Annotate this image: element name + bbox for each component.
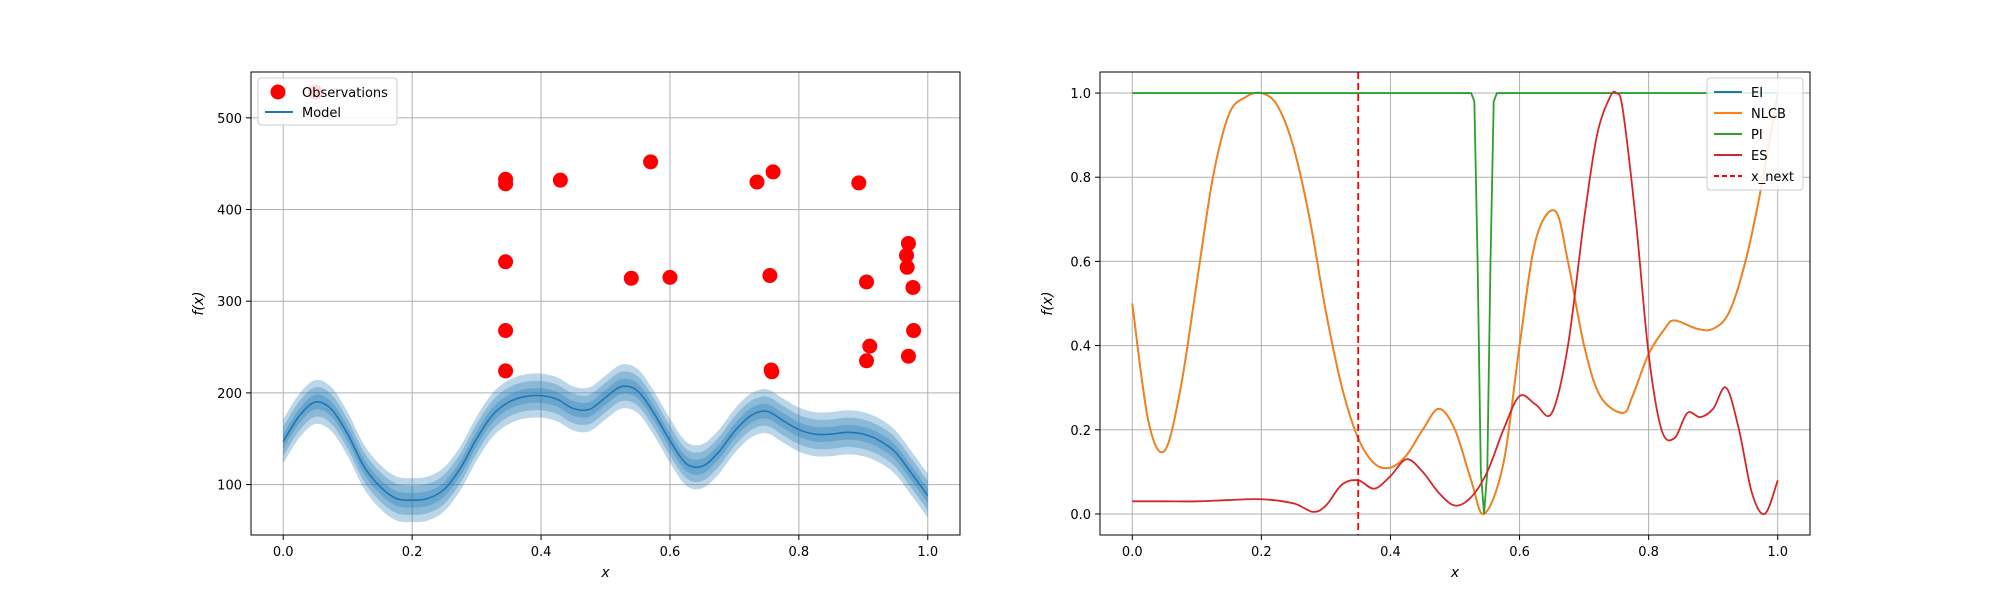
left-ytick-label-1: 200: [217, 387, 242, 402]
left-ytick-label-4: 500: [217, 112, 242, 127]
legend-ei-label: EI: [1751, 86, 1763, 101]
right-legend: EI NLCB PI ES x_next: [1706, 77, 1804, 191]
left-ytick-label-0: 100: [217, 479, 242, 494]
legend-pi-label: PI: [1751, 128, 1763, 143]
right-ytick-label-0: 0.0: [1070, 508, 1091, 523]
right-xtick-label-3: 0.6: [1509, 545, 1530, 560]
left-xlabel: x: [600, 565, 610, 581]
observation-point-16: [859, 274, 875, 290]
observation-point-5: [498, 363, 514, 379]
left-ytick-label-2: 300: [217, 295, 242, 310]
left-legend-box: [257, 77, 398, 126]
observation-point-9: [662, 269, 678, 285]
observations: [307, 84, 922, 380]
left-xtick-label-1: 0.2: [402, 545, 423, 560]
legend-model-label: Model: [302, 106, 341, 121]
right-xtick-label-0: 0.0: [1122, 545, 1143, 560]
legend-observations-marker: [270, 84, 286, 100]
right-ytick-label-5: 1.0: [1070, 87, 1091, 102]
right-ytick-label-4: 0.8: [1070, 171, 1091, 186]
series-pi-line: [1132, 92, 1778, 515]
left-ticks: 0.0 0.2 0.4 0.6 0.8 1.0 100 200 300 400 500: [217, 112, 938, 560]
observation-point-17: [859, 353, 875, 369]
right-ticks: 0.0 0.2 0.4 0.6 0.8 1.0 0.0 0.2 0.4 0.6 0.8 1.0: [1070, 87, 1788, 560]
observation-point-4: [498, 323, 514, 339]
observation-point-20: [899, 247, 915, 263]
observation-point-18: [862, 338, 878, 354]
right-xtick-label-5: 1.0: [1767, 545, 1788, 560]
observation-point-11: [762, 268, 778, 284]
left-plot-panel: 0.0 0.2 0.4 0.6 0.8 1.0 100 200 300 400 500 x f(x) Ob…: [191, 71, 961, 581]
right-legend-box: [1706, 77, 1804, 191]
series-ei-line: [1131, 91, 1779, 515]
right-plot-area: [1131, 72, 1779, 535]
observation-point-22: [905, 279, 921, 295]
legend-x-next-label: x_next: [1751, 170, 1794, 185]
left-plot-area: [282, 84, 929, 523]
observation-point-23: [906, 323, 922, 339]
left-ylabel: f(x): [191, 291, 207, 315]
right-frame: [1099, 71, 1811, 536]
observation-point-12: [765, 164, 781, 180]
observation-point-21: [899, 259, 915, 275]
left-legend: Observations Model: [257, 77, 398, 126]
left-xtick-label-0: 0.0: [273, 545, 294, 560]
left-frame: [250, 71, 961, 536]
right-xtick-label-1: 0.2: [1251, 545, 1272, 560]
left-xtick-label-4: 0.8: [789, 545, 810, 560]
right-xlabel: x: [1450, 565, 1460, 581]
right-ytick-label-3: 0.6: [1070, 255, 1091, 270]
left-xtick-label-2: 0.4: [531, 545, 552, 560]
right-grid: [1100, 72, 1810, 535]
observation-point-3: [498, 254, 514, 270]
series-es-line: [1132, 90, 1779, 516]
observation-point-7: [623, 270, 639, 286]
legend-es-label: ES: [1751, 149, 1767, 164]
observation-point-15: [851, 175, 867, 191]
model-mean-line: [282, 385, 929, 501]
right-ylabel: f(x): [1040, 291, 1056, 315]
observation-point-2: [498, 176, 514, 192]
right-plot-panel: 0.0 0.2 0.4 0.6 0.8 1.0 0.0 0.2 0.4 0.6 0.8 1.0 x f(x…: [1040, 71, 1811, 581]
legend-nlcb-label: NLCB: [1751, 107, 1786, 122]
model-band-0: [283, 364, 928, 523]
right-xtick-label-4: 0.8: [1638, 545, 1659, 560]
right-ytick-label-1: 0.2: [1070, 424, 1091, 439]
model-band-1: [283, 371, 928, 515]
left-xtick-label-3: 0.6: [660, 545, 681, 560]
observation-point-10: [749, 174, 765, 190]
right-ytick-label-2: 0.4: [1070, 340, 1091, 355]
left-xtick-label-5: 1.0: [917, 545, 938, 560]
observation-point-8: [643, 154, 659, 170]
observation-point-24: [900, 348, 916, 364]
right-xtick-label-2: 0.4: [1380, 545, 1401, 560]
series-nlcb-line: [1131, 91, 1779, 515]
observation-point-14: [764, 364, 780, 380]
observation-point-6: [552, 172, 568, 188]
legend-observations-label: Observations: [302, 86, 388, 101]
left-ytick-label-3: 400: [217, 204, 242, 219]
observation-point-19: [900, 235, 916, 251]
